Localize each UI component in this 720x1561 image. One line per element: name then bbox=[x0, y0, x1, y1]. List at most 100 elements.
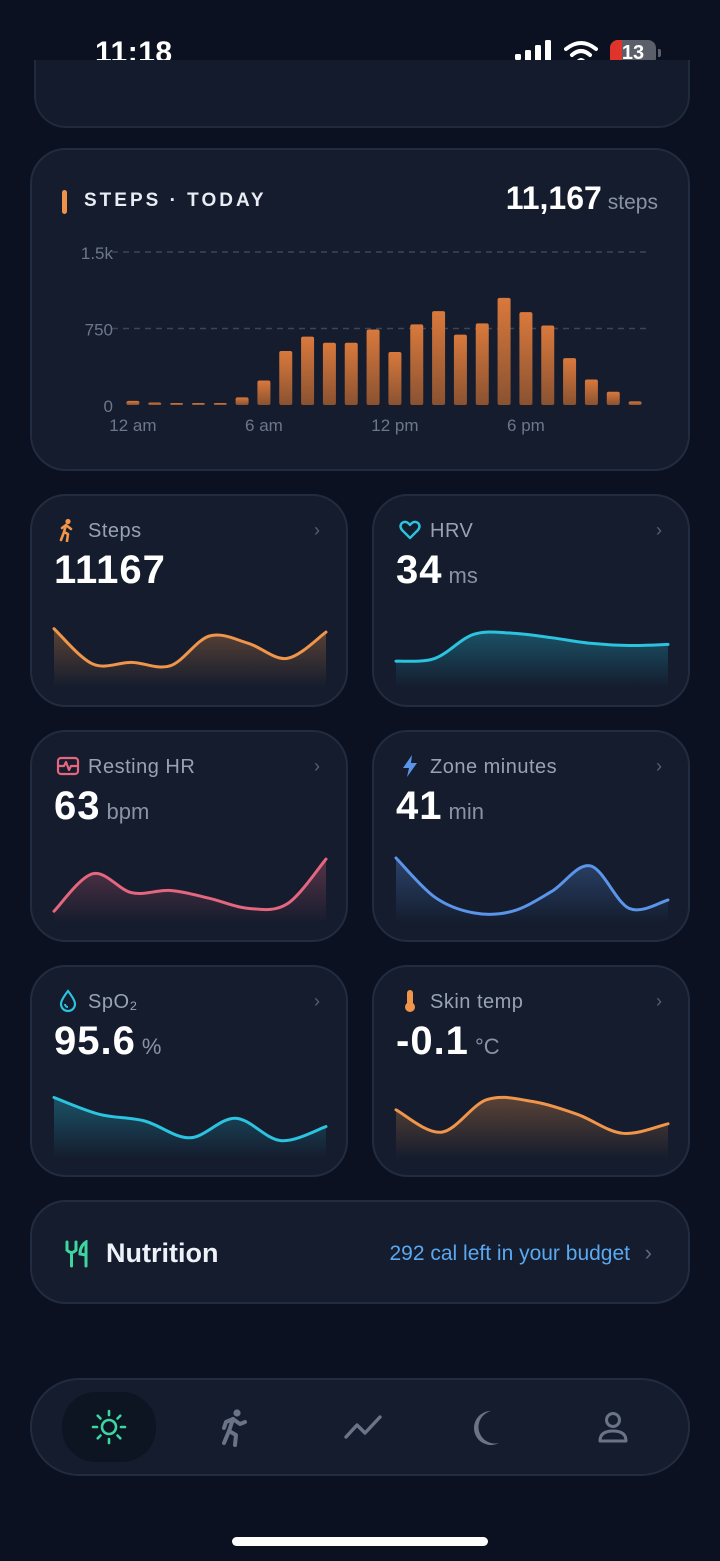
metric-unit: % bbox=[141, 1034, 162, 1059]
steps-today-card[interactable]: STEPS · TODAY 11,167 steps 0 750 1.5k 12 am 6… bbox=[30, 148, 690, 471]
sparkline-line bbox=[394, 856, 670, 916]
sparkline-area bbox=[396, 1097, 668, 1159]
y-tick-label: 0 bbox=[104, 397, 113, 416]
sparkline-area bbox=[54, 859, 326, 924]
spo2-metric-card[interactable]: SpO₂ › 95.6% bbox=[30, 965, 348, 1177]
metric-number: 95.6 bbox=[54, 1019, 136, 1063]
steps-metric-card[interactable]: Steps › 11167 bbox=[30, 494, 348, 707]
nutrition-budget: 292 cal left in your budget bbox=[389, 1242, 631, 1265]
sparkline-line bbox=[394, 630, 670, 663]
metric-value: 11167 bbox=[54, 548, 172, 593]
steps-bar bbox=[257, 380, 271, 405]
y-tick-label: 750 bbox=[85, 321, 113, 340]
metric-label: Skin temp bbox=[430, 991, 524, 1013]
steps-bar bbox=[584, 379, 598, 405]
steps-bar bbox=[322, 342, 336, 405]
metric-unit: °C bbox=[474, 1034, 500, 1059]
sparkline-line bbox=[52, 857, 328, 913]
x-tick-label: 12 am bbox=[109, 416, 156, 435]
metric-value: 63 bpm bbox=[54, 784, 149, 829]
steps-bar bbox=[410, 324, 424, 405]
sparkline-area bbox=[54, 628, 326, 688]
status-bar: 11:18 13 bbox=[0, 0, 720, 100]
hrv-metric-card[interactable]: HRV › 34 ms bbox=[372, 494, 690, 707]
chevron-right-icon: › bbox=[656, 756, 662, 776]
accent-bar bbox=[62, 190, 67, 214]
metric-number: 11167 bbox=[54, 548, 166, 592]
x-tick-label: 6 am bbox=[245, 416, 283, 435]
steps-bar bbox=[213, 403, 227, 405]
steps-bar bbox=[170, 402, 184, 405]
sparkline-line bbox=[52, 627, 328, 669]
run-icon bbox=[222, 1409, 247, 1447]
metric-label: SpO₂ bbox=[88, 991, 138, 1013]
chevron-right-icon: › bbox=[314, 756, 320, 776]
chevron-right-icon: › bbox=[656, 520, 662, 540]
resting-hr-metric-card[interactable]: Resting HR › 63 bpm bbox=[30, 730, 348, 942]
metric-sparkline bbox=[52, 857, 328, 924]
tab-sleep[interactable] bbox=[440, 1392, 534, 1462]
metric-sparkline bbox=[394, 630, 670, 688]
steps-bar bbox=[235, 397, 249, 405]
steps-total-unit: steps bbox=[607, 191, 658, 214]
nutrition-card[interactable]: Nutrition 292 cal left in your budget › bbox=[30, 1200, 690, 1304]
chevron-right-icon: › bbox=[314, 520, 320, 540]
person-icon bbox=[598, 1412, 628, 1443]
steps-bar bbox=[366, 329, 380, 405]
metric-unit: bpm bbox=[106, 799, 150, 824]
tab-trends[interactable] bbox=[315, 1392, 409, 1462]
steps-bar bbox=[388, 351, 402, 405]
steps-bar bbox=[519, 312, 533, 405]
steps-bar bbox=[453, 334, 467, 405]
thermometer-icon bbox=[405, 990, 415, 1012]
x-tick-label: 12 pm bbox=[371, 416, 418, 435]
y-tick-label: 1.5k bbox=[81, 244, 114, 263]
steps-bar bbox=[563, 358, 577, 405]
metric-label: Zone minutes bbox=[430, 756, 558, 778]
battery-level: 13 bbox=[621, 42, 645, 64]
bottom-tab-bar bbox=[30, 1378, 690, 1476]
skin-temp-metric-card[interactable]: Skin temp › -0.1 °C bbox=[372, 965, 690, 1177]
sparkline-area bbox=[396, 631, 668, 688]
steps-bar bbox=[606, 391, 620, 405]
previous-card-edge bbox=[34, 60, 690, 128]
steps-bar bbox=[148, 402, 162, 405]
tab-exercise[interactable] bbox=[187, 1392, 281, 1462]
chevron-right-icon: › bbox=[314, 991, 320, 1011]
steps-bar bbox=[497, 297, 511, 405]
tab-today[interactable] bbox=[62, 1392, 156, 1462]
metric-label: Resting HR bbox=[88, 756, 196, 778]
sparkline-line bbox=[394, 1095, 670, 1135]
zone-minutes-metric-card[interactable]: Zone minutes › 41 min bbox=[372, 730, 690, 942]
metric-value: -0.1 °C bbox=[396, 1019, 500, 1064]
steps-bar bbox=[279, 350, 293, 405]
steps-total-value: 11,167 bbox=[505, 180, 602, 216]
steps-card-title: STEPS · TODAY bbox=[84, 190, 267, 211]
x-tick-label: 6 pm bbox=[507, 416, 545, 435]
steps-bar bbox=[301, 336, 315, 405]
home-indicator bbox=[232, 1537, 488, 1546]
steps-total: 11,167 steps bbox=[506, 180, 658, 217]
chevron-right-icon: › bbox=[656, 991, 662, 1011]
metric-number: 34 bbox=[396, 548, 443, 592]
metric-unit: min bbox=[448, 799, 484, 824]
metric-sparkline bbox=[52, 627, 328, 688]
droplet-icon bbox=[59, 989, 77, 1013]
tab-profile[interactable] bbox=[566, 1392, 660, 1462]
metric-number: 41 bbox=[396, 784, 443, 828]
metric-label: HRV bbox=[430, 520, 474, 542]
sun-icon bbox=[91, 1409, 127, 1445]
steps-bar bbox=[541, 325, 555, 405]
metric-value: 41 min bbox=[396, 784, 484, 829]
heart-monitor-icon bbox=[56, 756, 80, 776]
metric-sparkline bbox=[394, 1095, 670, 1159]
walk-icon bbox=[59, 518, 73, 542]
fork-knife-icon bbox=[65, 1240, 88, 1268]
metric-value: 95.6% bbox=[54, 1019, 161, 1064]
metric-unit: ms bbox=[448, 563, 478, 588]
steps-bar bbox=[344, 342, 358, 405]
sparkline-area bbox=[54, 1097, 326, 1159]
metric-label: Steps bbox=[88, 520, 142, 542]
steps-bar bbox=[191, 403, 205, 405]
metric-number: 63 bbox=[54, 784, 101, 828]
